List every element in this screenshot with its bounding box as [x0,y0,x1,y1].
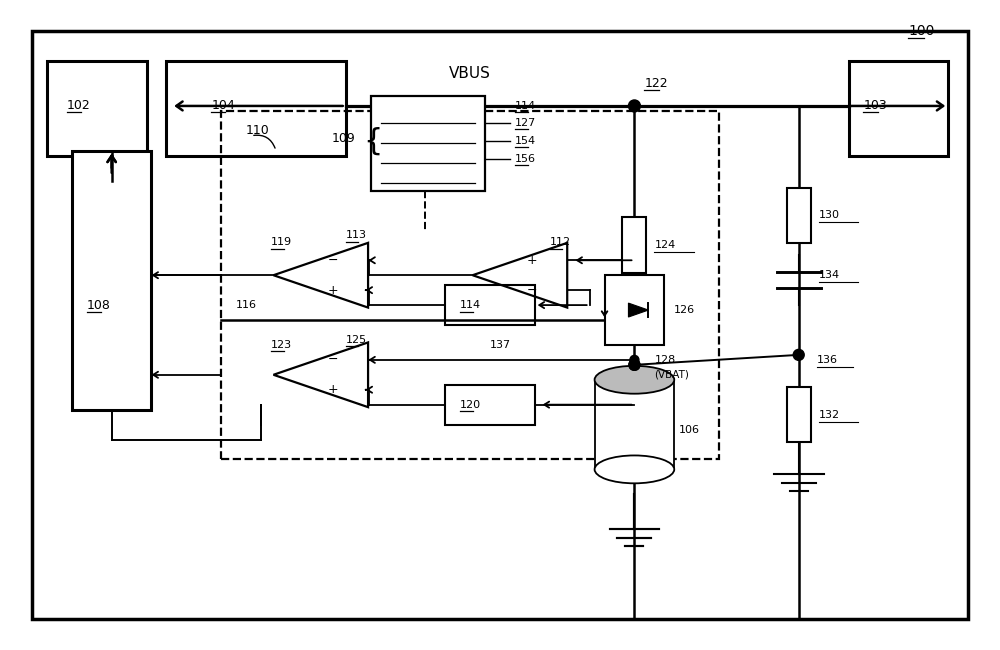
Text: 109: 109 [332,133,356,146]
Text: 125: 125 [346,335,367,345]
Circle shape [629,359,640,370]
Text: 134: 134 [819,270,840,280]
Bar [787,387,811,443]
Text: 119: 119 [271,237,292,248]
Circle shape [628,100,640,112]
Bar [47,61,147,156]
Bar [849,61,948,156]
Bar [371,96,485,190]
Text: (VBAT): (VBAT) [654,370,689,380]
Text: −: − [327,254,338,266]
Text: 127: 127 [515,118,536,128]
Text: 110: 110 [246,124,270,137]
Text: 103: 103 [863,99,887,112]
Text: 116: 116 [236,300,257,310]
Text: 120: 120 [460,400,481,410]
Text: 100: 100 [908,24,935,38]
Circle shape [629,359,640,370]
Text: +: + [327,384,338,396]
Bar [72,151,151,410]
Text: 108: 108 [87,298,111,311]
Circle shape [793,350,804,360]
Text: 154: 154 [515,136,536,146]
Text: 124: 124 [654,240,676,250]
Text: 136: 136 [817,355,838,365]
Text: 104: 104 [211,99,235,112]
Text: {: { [364,126,383,155]
Bar [221,111,719,460]
Text: 130: 130 [819,211,840,220]
Bar [595,380,674,469]
Text: 132: 132 [819,410,840,420]
Text: 102: 102 [67,99,91,112]
Text: −: − [327,354,338,367]
Bar [445,285,535,325]
Ellipse shape [595,366,674,394]
Bar [445,385,535,424]
Text: 128: 128 [654,355,676,365]
Bar [166,61,346,156]
Text: +: + [327,283,338,296]
Text: 156: 156 [515,153,536,164]
Ellipse shape [595,456,674,484]
Text: 137: 137 [489,340,511,350]
Text: 123: 123 [271,340,292,350]
Bar [605,275,664,345]
Polygon shape [628,303,648,317]
Text: 114: 114 [515,101,536,111]
Text: +: + [527,254,537,266]
Bar [787,188,811,243]
Text: 126: 126 [674,305,695,315]
Circle shape [630,356,639,365]
Text: 113: 113 [346,230,367,240]
Text: −: − [527,283,537,296]
Text: 112: 112 [550,237,571,248]
Bar [622,218,646,273]
Text: 114: 114 [460,300,481,310]
Text: 106: 106 [679,424,700,435]
Text: VBUS: VBUS [449,66,491,81]
Text: 122: 122 [644,77,668,90]
